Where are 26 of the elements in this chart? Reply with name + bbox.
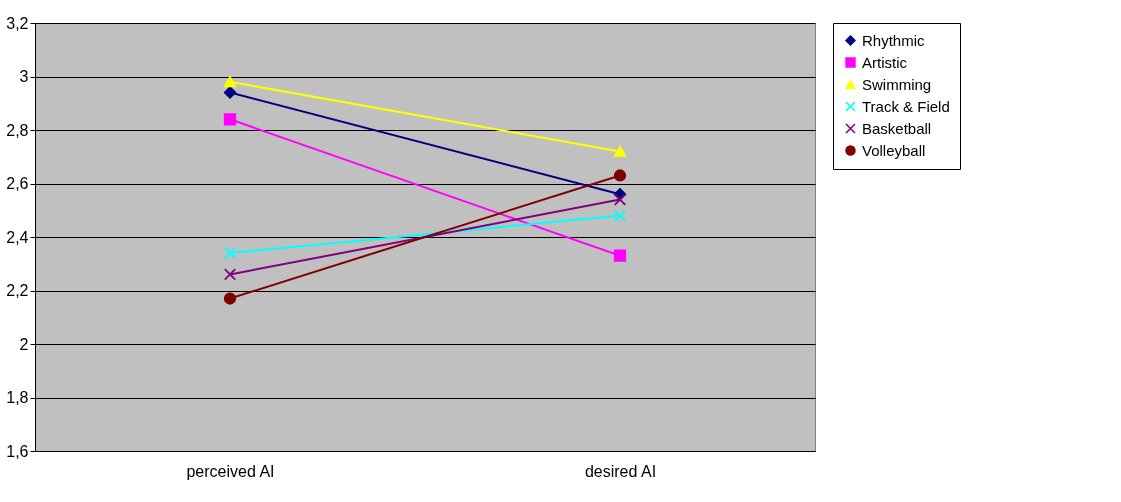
legend-label: Track & Field [862, 97, 950, 115]
legend-label: Volleyball [862, 141, 926, 159]
legend-label: Swimming [862, 75, 932, 93]
point [613, 209, 627, 222]
y-tick-label: 1,6 [6, 442, 29, 460]
point [223, 246, 237, 260]
point [613, 249, 627, 262]
y-tick-label: 2,6 [6, 175, 29, 192]
point [613, 169, 627, 182]
point [223, 292, 237, 305]
point [223, 86, 237, 99]
legend-label: Rhythmic [862, 31, 926, 49]
y-tick-label: 2,8 [6, 121, 29, 139]
legend-label: Artistic [862, 53, 908, 71]
y-tick-label: 2,2 [6, 282, 29, 299]
point [613, 193, 627, 206]
legend-label: Basketball [862, 119, 932, 137]
x-tick-label: perceived AI [186, 462, 275, 480]
point [223, 113, 237, 126]
y-tick-label: 3,2 [6, 14, 29, 32]
x-tick-label: desired AI [584, 462, 657, 480]
y-tick-label: 2 [19, 335, 29, 353]
y-tick-label: 3 [19, 68, 29, 85]
y-tick-label: 1,8 [6, 389, 29, 406]
y-tick-label: 2,4 [6, 228, 29, 246]
point [223, 268, 237, 281]
